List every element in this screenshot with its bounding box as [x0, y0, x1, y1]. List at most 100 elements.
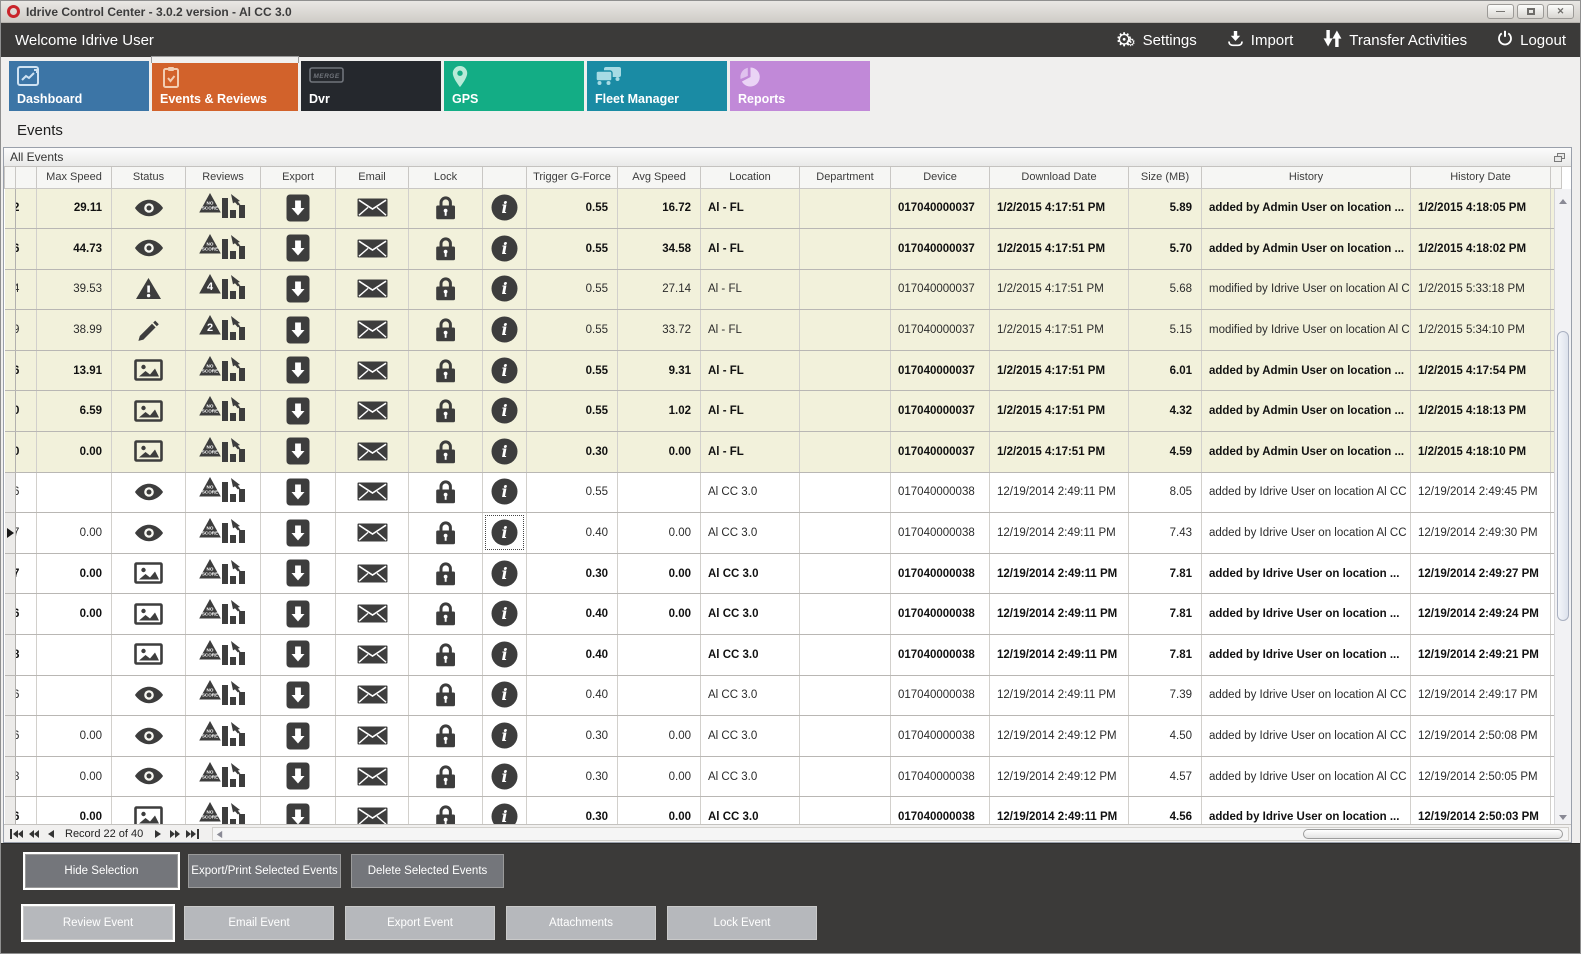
cell-lock[interactable]	[408, 553, 483, 595]
cell-info[interactable]: i	[482, 593, 527, 636]
cell-reviews[interactable]: NO SCORE	[185, 553, 261, 595]
cell-export[interactable]	[260, 309, 336, 351]
last-record-button[interactable]	[183, 827, 200, 841]
cell-info[interactable]: i	[482, 796, 527, 824]
col-email[interactable]: Email	[335, 167, 409, 189]
cell-lock[interactable]	[408, 431, 483, 473]
cell-lock[interactable]	[408, 228, 483, 270]
cell-info[interactable]: i	[482, 472, 527, 514]
row-gutter[interactable]	[4, 309, 16, 351]
cell-export[interactable]	[260, 796, 336, 824]
cell-info[interactable]: i	[482, 188, 527, 230]
row-gutter[interactable]	[4, 715, 16, 757]
cell-info[interactable]: i	[482, 309, 527, 351]
col-history-date[interactable]: History Date	[1410, 167, 1551, 189]
col-status[interactable]: Status	[111, 167, 186, 189]
row-gutter[interactable]	[4, 512, 16, 554]
row-gutter[interactable]	[4, 634, 16, 676]
cell-email[interactable]	[335, 188, 409, 230]
row-gutter[interactable]	[4, 431, 16, 473]
cell-export[interactable]	[260, 269, 336, 311]
cell-export[interactable]	[260, 512, 336, 554]
cell-info[interactable]: i	[482, 675, 527, 717]
next-record-button[interactable]	[149, 827, 166, 841]
cell-email[interactable]	[335, 634, 409, 676]
cell-reviews[interactable]: NO SCORE	[185, 390, 261, 433]
col-size-mb[interactable]: Size (MB)	[1128, 167, 1202, 189]
row-gutter[interactable]	[4, 228, 16, 270]
cell-email[interactable]	[335, 269, 409, 311]
row-gutter[interactable]	[4, 553, 16, 595]
panel-restore-icon[interactable]	[1554, 152, 1565, 162]
col-max-speed[interactable]: Max Speed	[36, 167, 112, 189]
row-gutter[interactable]	[4, 675, 16, 717]
delete-selected-events-button[interactable]: Delete Selected Events	[351, 854, 504, 888]
tab-fleet-manager[interactable]: Fleet Manager	[587, 61, 727, 111]
cell-info[interactable]: i	[482, 715, 527, 757]
cell-email[interactable]	[335, 390, 409, 433]
cell-export[interactable]	[260, 634, 336, 676]
col-device[interactable]: Device	[890, 167, 990, 189]
cell-lock[interactable]	[408, 188, 483, 230]
cell-export[interactable]	[260, 715, 336, 757]
cell-email[interactable]	[335, 593, 409, 636]
cell-export[interactable]	[260, 675, 336, 717]
tab-events-reviews[interactable]: Events & Reviews	[151, 56, 299, 111]
cell-info[interactable]: i	[482, 756, 527, 798]
prev-page-button[interactable]	[25, 827, 42, 841]
horizontal-scrollbar[interactable]	[212, 827, 1569, 841]
logout-button[interactable]: Logout	[1497, 30, 1566, 50]
cell-info[interactable]: i	[482, 634, 527, 676]
review-event-button[interactable]: Review Event	[23, 906, 173, 940]
cell-info[interactable]: i	[482, 431, 527, 473]
vertical-scroll-thumb[interactable]	[1557, 331, 1569, 621]
cell-info[interactable]: i	[482, 512, 527, 554]
cell-info[interactable]: i	[482, 228, 527, 270]
cell-export[interactable]	[260, 593, 336, 636]
horizontal-scroll-thumb[interactable]	[1303, 829, 1563, 839]
col-export[interactable]: Export	[260, 167, 336, 189]
cell-email[interactable]	[335, 715, 409, 757]
col-reviews[interactable]: Reviews	[185, 167, 261, 189]
cell-reviews[interactable]: NO SCORE	[185, 715, 261, 757]
row-gutter[interactable]	[4, 390, 16, 433]
cell-lock[interactable]	[408, 350, 483, 392]
cell-info[interactable]: i	[482, 553, 527, 595]
close-button[interactable]: ✕	[1547, 4, 1574, 19]
row-gutter[interactable]	[4, 593, 16, 636]
cell-email[interactable]	[335, 512, 409, 554]
next-page-button[interactable]	[166, 827, 183, 841]
cell-lock[interactable]	[408, 756, 483, 798]
cell-export[interactable]	[260, 472, 336, 514]
cell-lock[interactable]	[408, 390, 483, 433]
cell-export[interactable]	[260, 188, 336, 230]
row-gutter[interactable]	[4, 472, 16, 514]
tab-gps[interactable]: GPS	[444, 61, 584, 111]
col-download-date[interactable]: Download Date	[989, 167, 1129, 189]
col-location[interactable]: Location	[700, 167, 800, 189]
cell-export[interactable]	[260, 390, 336, 433]
cell-reviews[interactable]: NO SCORE	[185, 593, 261, 636]
cell-email[interactable]	[335, 309, 409, 351]
cell-info[interactable]: i	[482, 350, 527, 392]
cell-reviews[interactable]: NO SCORE	[185, 350, 261, 392]
cell-lock[interactable]	[408, 512, 483, 554]
attachments-button[interactable]: Attachments	[506, 906, 656, 940]
hide-selection-button[interactable]: Hide Selection	[25, 854, 178, 888]
cell-email[interactable]	[335, 756, 409, 798]
tab-reports[interactable]: Reports	[730, 61, 870, 111]
cell-lock[interactable]	[408, 472, 483, 514]
cell-lock[interactable]	[408, 269, 483, 311]
